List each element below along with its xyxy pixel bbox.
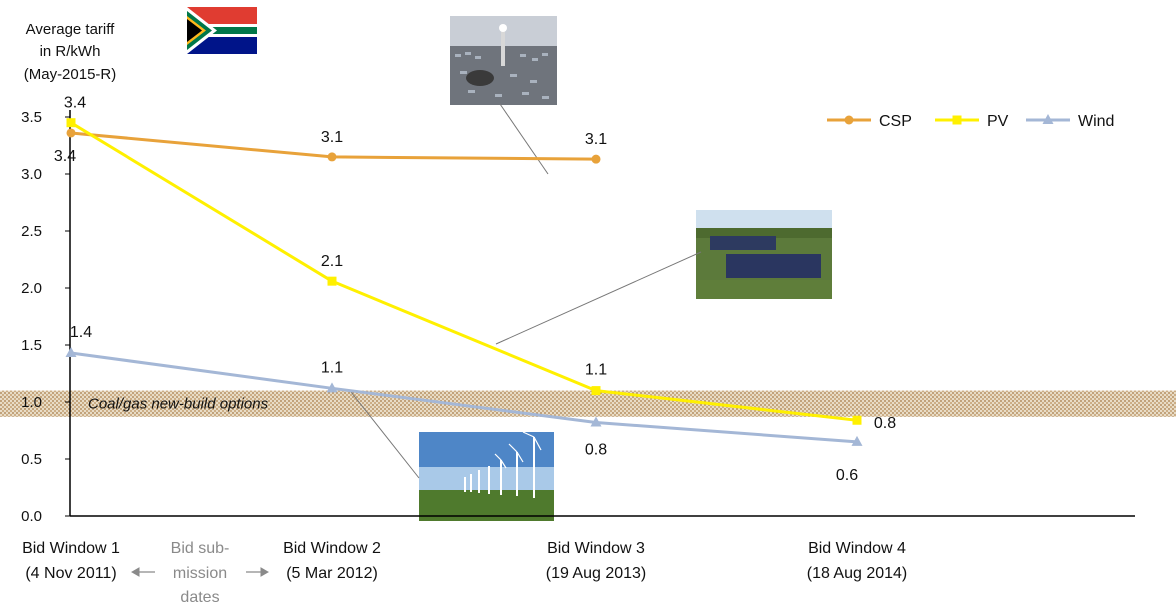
y-tick-label: 2.5 [21, 223, 42, 240]
x-label-bw1-line1: Bid Window 1 [22, 540, 120, 557]
legend-marker-wind [1042, 114, 1054, 124]
point-wind [65, 346, 77, 357]
y-tick-label: 0.5 [21, 451, 42, 468]
x-category-labels: Bid Window 1 (4 Nov 2011) Bid Window 2 (… [22, 540, 907, 582]
data-label-pv: 0.8 [874, 415, 896, 432]
point-wind [590, 416, 602, 427]
series-line-wind [70, 351, 858, 444]
point-csp [591, 154, 601, 164]
legend-label-csp: CSP [879, 113, 912, 130]
point-pv [327, 276, 337, 286]
x-label-bw1-line2: (4 Nov 2011) [25, 565, 116, 582]
right-arrow-icon [246, 567, 270, 577]
x-label-bw2-line2: (5 Mar 2012) [286, 565, 378, 582]
coal-gas-band-label: Coal/gas new-build options [88, 396, 269, 413]
y-tick-label: 1.0 [21, 394, 42, 411]
legend-label-wind: Wind [1078, 113, 1114, 130]
south-africa-flag [187, 7, 257, 54]
wind-farm-photo [419, 431, 554, 521]
y-tick-label: 3.0 [21, 166, 42, 183]
data-label-wind: 1.4 [70, 324, 92, 341]
data-label-pv: 3.4 [64, 95, 86, 112]
legend-label-pv: PV [987, 113, 1009, 130]
x-label-bw2-line1: Bid Window 2 [283, 540, 381, 557]
x-label-bw4-line2: (18 Aug 2014) [807, 565, 908, 582]
point-csp [66, 128, 76, 138]
left-arrow-icon [130, 567, 155, 577]
data-label-wind: 1.1 [321, 359, 343, 376]
series-line-pv [70, 121, 858, 422]
wind-photo-leader [350, 391, 420, 479]
legend-marker-pv [952, 115, 962, 125]
coal-gas-band [0, 390, 1176, 417]
x-label-bw4-line1: Bid Window 4 [808, 540, 906, 557]
y-axis-title-line-2: in R/kWh [40, 43, 101, 60]
data-label-pv: 1.1 [585, 362, 607, 379]
legend-marker-csp [844, 115, 854, 125]
submission-note-line-3: dates [180, 589, 219, 606]
data-label-wind: 0.6 [836, 467, 858, 484]
pv-farm-photo [696, 210, 832, 299]
y-tick-label: 3.5 [21, 109, 42, 126]
data-label-pv: 2.1 [321, 253, 343, 270]
x-label-bw3-line1: Bid Window 3 [547, 540, 645, 557]
y-axis-title-line-1: Average tariff [26, 21, 115, 38]
data-label-csp: 3.1 [321, 129, 343, 146]
legend: CSP PV Wind [827, 113, 1114, 130]
point-pv [66, 118, 76, 128]
point-wind [851, 435, 863, 446]
data-label-wind: 0.8 [585, 442, 607, 459]
data-label-csp: 3.1 [585, 131, 607, 148]
series-group [65, 118, 863, 446]
y-axis-title-line-3: (May-2015-R) [24, 66, 117, 83]
data-labels: 3.4 3.1 3.1 3.4 2.1 1.1 0.8 1.4 1.1 0.8 0.6 [54, 95, 896, 484]
submission-dates-note: Bid sub- mission dates [130, 540, 270, 606]
point-wind [326, 382, 338, 393]
point-pv [591, 386, 601, 396]
y-tick-label: 0.0 [21, 508, 42, 525]
data-label-csp: 3.4 [54, 148, 76, 165]
submission-note-line-2: mission [173, 565, 227, 582]
y-tick-label: 2.0 [21, 280, 42, 297]
x-label-bw3-line2: (19 Aug 2013) [546, 565, 647, 582]
csp-plant-photo [450, 16, 557, 105]
y-tick-labels: 0.0 0.5 1.0 1.5 2.0 2.5 3.0 3.5 [21, 109, 70, 525]
submission-note-line-1: Bid sub- [171, 540, 230, 557]
point-csp [327, 152, 337, 162]
csp-photo-leader [499, 103, 549, 175]
point-pv [852, 415, 862, 425]
pv-photo-leader [495, 251, 702, 345]
y-tick-label: 1.5 [21, 337, 42, 354]
